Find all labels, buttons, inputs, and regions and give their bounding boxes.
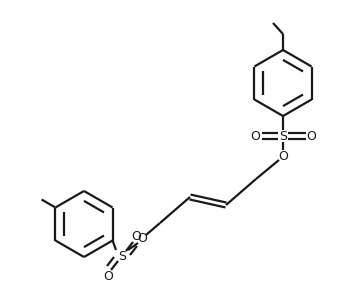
Text: O: O xyxy=(306,130,316,142)
Text: O: O xyxy=(137,232,147,246)
Text: S: S xyxy=(118,250,126,262)
Text: O: O xyxy=(103,270,113,282)
Text: O: O xyxy=(250,130,260,142)
Text: O: O xyxy=(278,150,288,162)
Text: S: S xyxy=(279,130,287,142)
Text: O: O xyxy=(131,230,141,243)
